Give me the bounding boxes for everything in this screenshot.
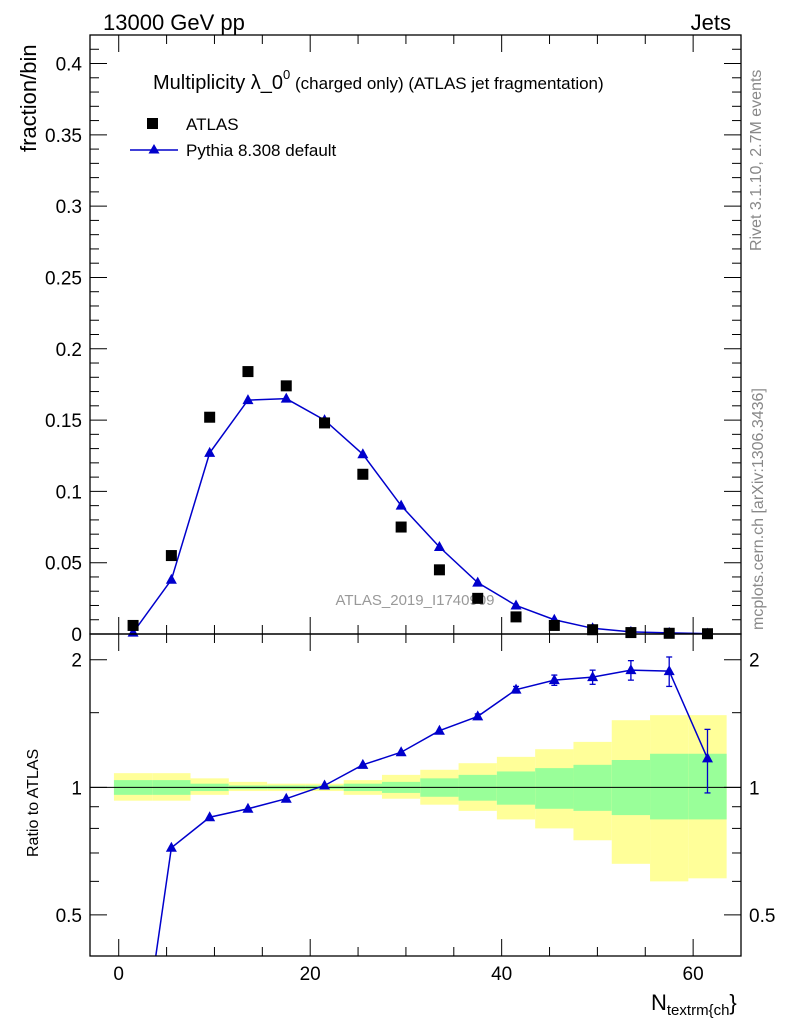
main-y-axis-label: fraction/bin [16,44,41,152]
data-point [242,366,254,378]
main-y-tick-label: 0.2 [56,340,82,361]
data-point [625,627,637,639]
ratio-mc-point [625,664,637,675]
mc-point [510,599,522,610]
main-y-tick-label: 0.15 [45,411,82,432]
data-point [319,417,331,429]
data-point [127,619,139,631]
data-point [472,592,484,604]
chart-title-sup: 0 [283,67,290,82]
data-point [510,611,522,623]
ratio-mc-point [510,683,522,694]
ratio-mc-point [204,811,216,822]
ratio-frame [89,633,742,957]
mc-point [433,541,445,552]
main-x-ticks [118,35,742,634]
ratio-mc-point [433,724,445,735]
data-point [663,627,675,639]
mc-point [242,394,254,405]
header-beam-label: 13000 GeV pp [103,10,245,35]
main-y-tick-label: 0.1 [56,482,82,503]
x-tick-label: 60 [683,964,704,985]
main-panel: ATLAS_2019_I1740909 00.050.10.150.20.250… [16,34,742,646]
ratio-mc-point [587,671,599,682]
ratio-mc-point [319,779,331,790]
mc-point [472,576,484,587]
main-y-tick-label: 0.3 [56,197,82,218]
main-marks [127,366,713,640]
ratio-marks [155,656,713,957]
ratio-mc-point [357,758,369,769]
ratio-y-ticks: 0.5 0.5 1 1 2 2 [56,651,776,927]
data-point [548,619,560,631]
legend: ATLAS Pythia 8.308 default [130,115,337,160]
ratio-mc-point [548,674,560,685]
main-y-ticks: 0 0.05 0.1 0.15 0.2 0.25 0.3 0.35 0.4 [45,48,741,646]
rivet-version-label: Rivet 3.1.10, 2.7M events [748,70,765,251]
mc-point [280,392,292,403]
ratio-bands [113,715,727,882]
ratio-y-axis-label: Ratio to ATLAS [25,749,42,857]
x-axis-label-sub: textrm{ch [667,1002,730,1019]
mc-point [357,448,369,459]
ratio-mc-point [242,802,254,813]
data-point [280,380,292,392]
legend-data-marker [147,118,158,129]
main-y-tick-label: 0.4 [56,55,83,76]
data-point [587,624,599,636]
ratio-mc-point [663,665,675,676]
ratio-green-band [573,764,612,811]
data-point [395,521,407,533]
main-y-tick-label: 0 [71,625,82,646]
data-point [204,411,216,423]
x-tick-label: 0 [113,964,124,985]
legend-mc-marker [148,144,160,154]
ratio-green-band [535,768,574,809]
mc-point [204,446,216,457]
ratio-y-tick-label: 0.5 [56,906,82,927]
x-axis-label-main: N [651,990,667,1015]
ratio-y-tick-label: 2 [71,651,82,672]
legend-mc-label: Pythia 8.308 default [186,141,337,160]
main-y-tick-label: 0.05 [45,554,82,575]
x-axis-label: Ntextrm{ch} [651,990,737,1019]
ratio-y-tick-label-right: 0.5 [749,906,775,927]
data-point [433,564,445,576]
data-point [357,468,369,480]
mc-series-line [132,397,708,635]
mc-point [395,499,407,510]
legend-data-label: ATLAS [186,115,239,134]
main-watermark: ATLAS_2019_I1740909 [335,592,494,609]
ratio-y-tick-label-right: 1 [749,778,760,799]
ratio-y-tick-label-right: 2 [749,651,760,672]
x-tick-label: 40 [491,964,512,985]
ratio-mc-point [472,710,484,721]
chart-title-main: Multiplicity λ_0 [153,72,283,94]
x-tick-label: 20 [300,964,321,985]
mcplots-label: mcplots.cern.ch [arXiv:1306.3436] [750,388,767,630]
ratio-mc-line [155,669,709,957]
x-axis-label-end: } [729,990,736,1015]
ratio-panel: 0.5 0.5 1 1 2 2 0 20 40 60 Ratio to ATLAS Ntextr… [25,633,776,1019]
main-y-tick-label: 0.35 [45,126,82,147]
ratio-green-band [650,753,689,820]
ratio-mc-point [280,792,292,803]
data-point [165,550,177,562]
mc-point [165,573,177,584]
chart-title: Multiplicity λ_00 (charged only) (ATLAS … [153,67,604,94]
ratio-y-tick-label: 1 [71,778,82,799]
ratio-mc-point [395,746,407,757]
ratio-x-ticks: 0 20 40 60 [113,634,742,985]
chart-title-suffix: (charged only) (ATLAS jet fragmentation) [290,74,603,93]
ratio-green-band [496,771,536,805]
main-y-tick-label: 0.25 [45,268,82,289]
ratio-mc-point [165,841,177,852]
ratio-mc-point [701,752,713,763]
header-jets-label: Jets [691,10,731,35]
